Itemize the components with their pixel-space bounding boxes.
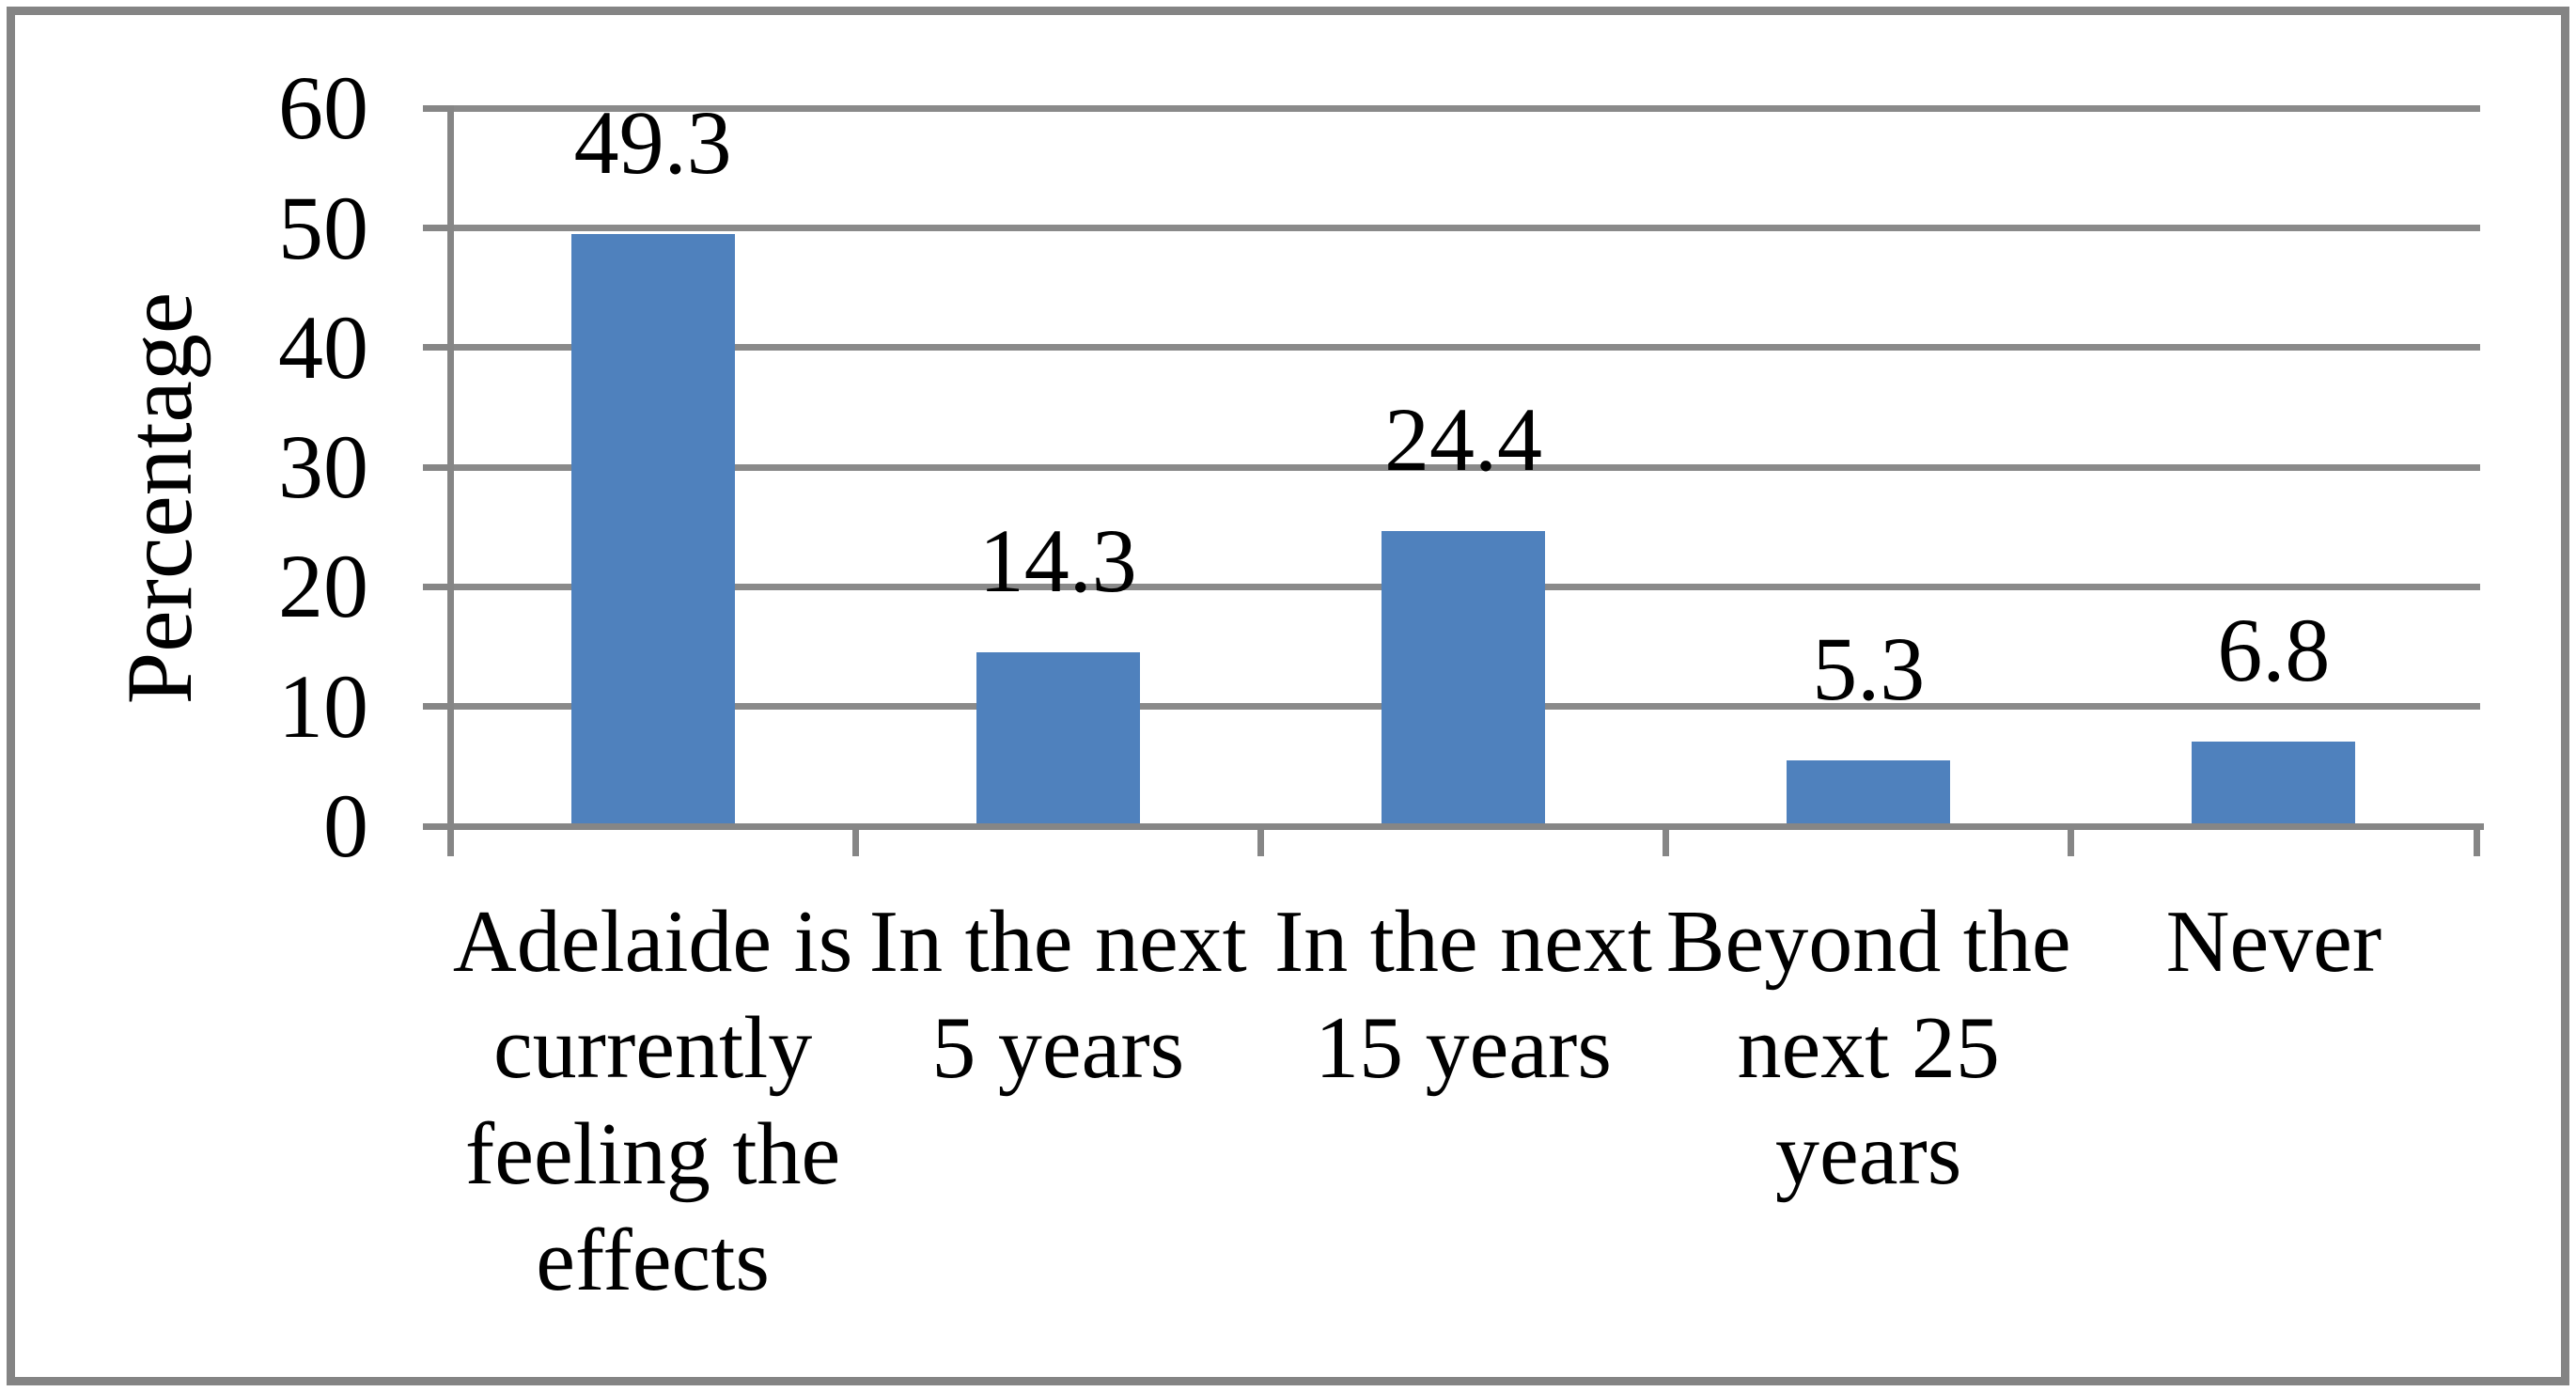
x-tick-2 (1257, 822, 1264, 856)
bar-value-label-4: 5.3 (1812, 618, 1926, 719)
bar-4 (1787, 759, 1951, 823)
bar-value-label-3: 24.4 (1384, 389, 1542, 491)
gridline-60 (447, 104, 2480, 112)
x-category-label-1: Adelaide is currently feeling the effect… (452, 893, 853, 1309)
x-tick-0 (446, 822, 454, 856)
figure-border (7, 7, 2569, 1385)
y-tick-label-50: 50 (278, 177, 368, 278)
x-tick-3 (1663, 822, 1670, 856)
bar-3 (1382, 531, 1545, 823)
x-tick-1 (851, 822, 859, 856)
x-category-label-4: Beyond the next 25 years (1665, 893, 2071, 1203)
bar-value-label-5: 6.8 (2217, 600, 2331, 701)
y-tick-50 (423, 225, 450, 232)
x-axis-line (423, 822, 2484, 830)
y-tick-20 (423, 583, 450, 590)
y-tick-label-60: 60 (278, 57, 368, 159)
gridline-40 (447, 344, 2480, 352)
bar-value-label-2: 14.3 (978, 510, 1137, 611)
gridline-30 (447, 463, 2480, 471)
gridline-50 (447, 225, 2480, 232)
y-axis-line (446, 105, 454, 852)
x-category-label-2: In the next 5 years (868, 893, 1247, 1097)
bar-5 (2192, 742, 2356, 823)
y-tick-label-10: 10 (278, 655, 368, 757)
y-tick-60 (423, 104, 450, 112)
x-category-label-3: In the next 15 years (1274, 893, 1652, 1097)
y-tick-label-30: 30 (278, 416, 368, 518)
y-tick-40 (423, 344, 450, 352)
y-tick-label-20: 20 (278, 536, 368, 637)
y-tick-30 (423, 463, 450, 471)
x-category-label-5: Never (2165, 893, 2382, 991)
bar-1 (570, 233, 735, 823)
bar-2 (976, 652, 1140, 823)
x-tick-4 (2068, 822, 2075, 856)
y-tick-10 (423, 703, 450, 711)
bar-value-label-1: 49.3 (573, 91, 732, 193)
y-tick-label-40: 40 (278, 296, 368, 398)
y-tick-0 (423, 822, 450, 830)
x-tick-5 (2473, 822, 2480, 856)
y-tick-label-0: 0 (323, 775, 368, 876)
